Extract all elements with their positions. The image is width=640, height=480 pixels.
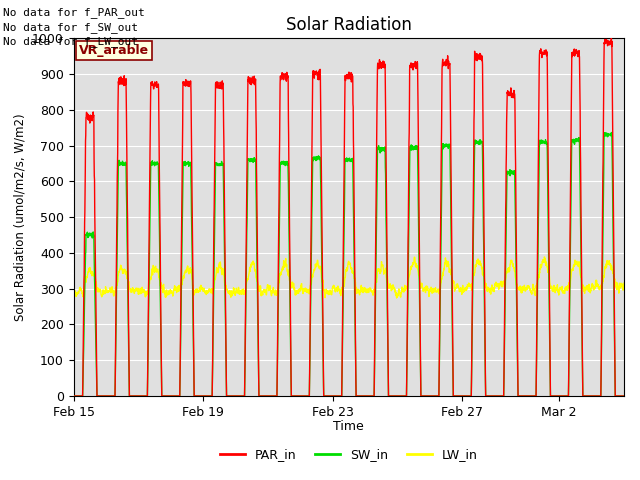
- Y-axis label: Solar Radiation (umol/m2/s, W/m2): Solar Radiation (umol/m2/s, W/m2): [13, 113, 26, 321]
- Legend: PAR_in, SW_in, LW_in: PAR_in, SW_in, LW_in: [215, 444, 483, 467]
- Title: Solar Radiation: Solar Radiation: [286, 16, 412, 34]
- Text: No data for f_SW_out: No data for f_SW_out: [3, 22, 138, 33]
- X-axis label: Time: Time: [333, 420, 364, 433]
- Text: No data for f_PAR_out: No data for f_PAR_out: [3, 7, 145, 18]
- Text: VR_arable: VR_arable: [79, 44, 149, 57]
- Text: No data for f_LW_out: No data for f_LW_out: [3, 36, 138, 47]
